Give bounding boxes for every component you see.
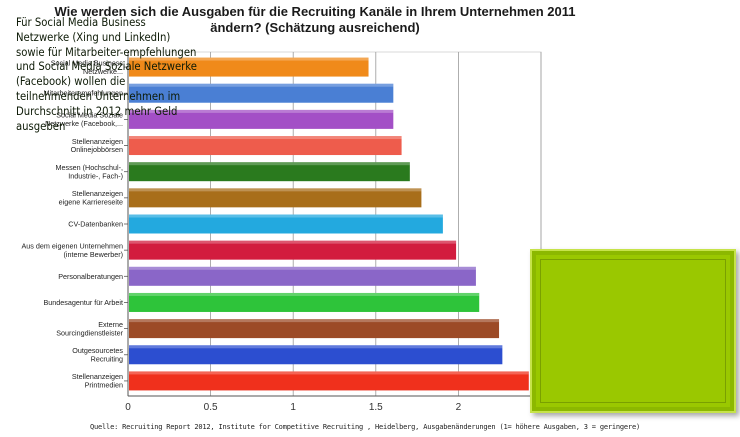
category-label-4: Messen (Hochschul-, Industrie-, Fach-) <box>55 163 123 180</box>
chart-title-line-2: ändern? (Schätzung ausreichend) <box>210 20 420 35</box>
category-label-12-line-1: Printmedien <box>85 381 123 390</box>
category-label-10-line-1: Sourcingdienstleister <box>56 328 123 337</box>
callout-text: Für Social Media Business Netzwerke (Xin… <box>16 16 197 133</box>
bar-12 <box>129 371 529 391</box>
bar-highlight-7 <box>129 240 457 244</box>
bar-9 <box>129 292 480 312</box>
bar-2 <box>129 109 394 129</box>
callout-box <box>530 249 736 413</box>
category-label-12-line-0: Stellenanzeigen <box>72 372 123 381</box>
category-label-1-line-0: Mitarbeiterempfehlungen <box>43 89 123 98</box>
x-tick-label-3: 1.5 <box>369 402 383 413</box>
bar-5 <box>129 188 422 208</box>
bar-highlight-4 <box>129 162 410 166</box>
category-label-10-line-0: Externe <box>98 320 123 329</box>
category-label-4-line-0: Messen (Hochschul-, <box>55 163 123 172</box>
bar-highlight-12 <box>129 371 529 375</box>
x-tick-label-1: 0.5 <box>204 402 218 413</box>
category-label-2: Social Media Soziale Netzwerke (Facebook,… <box>45 111 123 128</box>
bar-highlight-9 <box>129 292 480 296</box>
category-label-8-line-0: Personalberatungen <box>58 272 123 281</box>
bar-highlight-5 <box>129 188 422 192</box>
bar-10 <box>129 319 500 339</box>
bar-0 <box>129 57 369 77</box>
bar-3 <box>129 136 402 156</box>
category-label-12: Stellenanzeigen Printmedien <box>72 372 123 389</box>
x-tick-label-2: 1 <box>290 402 296 413</box>
category-label-3-line-1: Onlinejobbörsen <box>71 145 123 154</box>
bar-highlight-6 <box>129 214 443 218</box>
category-label-7-line-1: (interne Bewerber) <box>63 250 123 259</box>
bar-4 <box>129 162 410 182</box>
chart-title-line-1: Wie werden sich die Ausgaben für die Rec… <box>54 4 576 19</box>
category-label-6: CV-Datenbanken <box>68 220 123 229</box>
bar-8 <box>129 266 476 286</box>
category-label-6-line-0: CV-Datenbanken <box>68 220 123 229</box>
bar-6 <box>129 214 443 234</box>
category-label-5-line-0: Stellenanzeigen <box>72 189 123 198</box>
category-label-11: Outgesourcetes Recruiting <box>72 346 123 363</box>
category-label-2-line-0: Social Media Soziale <box>56 111 123 120</box>
callout-inner-frame <box>540 259 726 403</box>
category-label-7-line-0: Aus dem eigenen Unternehmen <box>22 241 124 250</box>
bar-11 <box>129 345 503 365</box>
category-label-7: Aus dem eigenen Unternehmen (interne Bewe… <box>22 241 124 258</box>
x-tick-label-0: 0 <box>125 402 131 413</box>
category-label-0: Social Media Business Netzwerke... <box>51 58 124 75</box>
bar-highlight-0 <box>129 57 369 61</box>
category-label-2-line-1: Netzwerke (Facebook,... <box>45 119 123 128</box>
category-label-9: Bundesagentur für Arbeit <box>43 298 123 307</box>
bar-1 <box>129 83 394 103</box>
bar-highlight-11 <box>129 345 503 349</box>
x-tick-label-4: 2 <box>456 402 462 413</box>
category-label-5: Stellenanzeigen eigene Karriereseite <box>59 189 123 206</box>
category-label-1: Mitarbeiterempfehlungen <box>43 89 123 98</box>
bar-highlight-10 <box>129 319 500 323</box>
category-label-5-line-1: eigene Karriereseite <box>59 198 123 207</box>
source-note: Quelle: Recruiting Report 2012, Institut… <box>90 423 640 431</box>
category-label-11-line-0: Outgesourcetes <box>72 346 123 355</box>
category-label-9-line-0: Bundesagentur für Arbeit <box>43 298 123 307</box>
category-label-0-line-0: Social Media Business <box>51 58 124 67</box>
category-label-11-line-1: Recruiting <box>91 354 123 363</box>
chart-title: Wie werden sich die Ausgaben für die Rec… <box>0 4 740 36</box>
category-label-8: Personalberatungen <box>58 272 123 281</box>
category-label-0-line-1: Netzwerke... <box>83 67 123 76</box>
bar-highlight-3 <box>129 136 402 140</box>
bar-highlight-8 <box>129 266 476 270</box>
category-label-3-line-0: Stellenanzeigen <box>72 137 123 146</box>
category-label-10: Externe Sourcingdienstleister <box>56 320 123 337</box>
category-label-3: Stellenanzeigen Onlinejobbörsen <box>71 137 123 154</box>
category-label-4-line-1: Industrie-, Fach-) <box>68 171 123 180</box>
bar-highlight-2 <box>129 109 394 113</box>
bar-7 <box>129 240 457 260</box>
bar-highlight-1 <box>129 83 394 87</box>
